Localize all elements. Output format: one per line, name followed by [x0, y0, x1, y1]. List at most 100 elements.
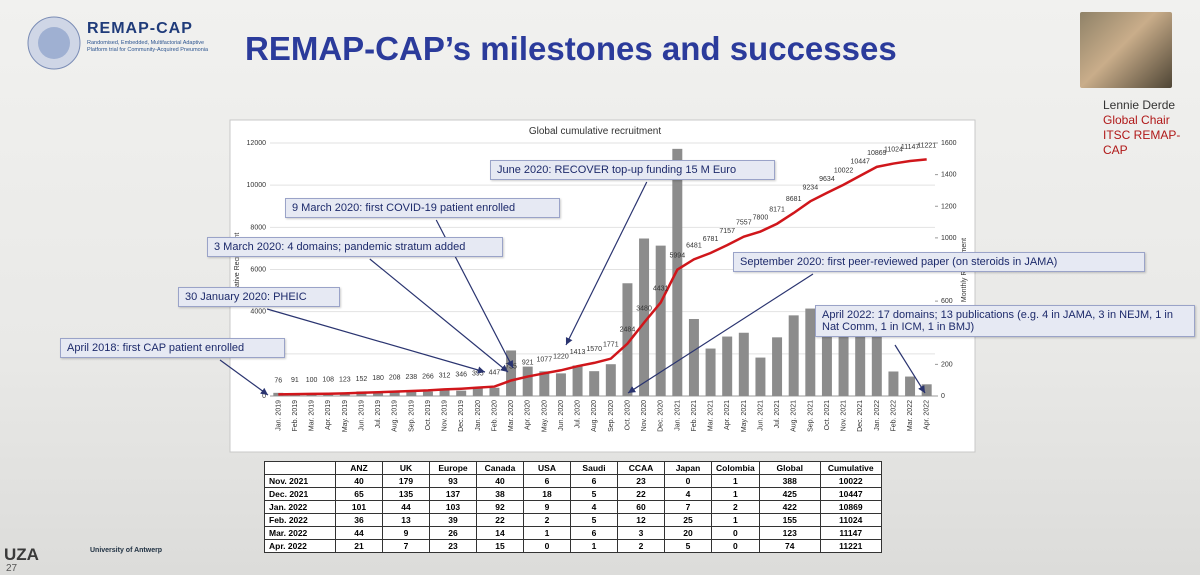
bar [705, 348, 716, 396]
table-cell: 12 [617, 513, 665, 527]
table-cell: 4 [570, 500, 618, 514]
logo: REMAP-CAP Randomised, Embedded, Multifac… [25, 14, 215, 74]
bar [855, 328, 866, 396]
table-cell: 10869 [819, 500, 882, 514]
x-tick-label: Apr. 2019 [325, 400, 332, 430]
table-cell: 23 [429, 539, 477, 553]
y2-tick-label: 0 [941, 393, 945, 400]
bar [738, 332, 749, 396]
data-label: 7800 [753, 215, 769, 222]
x-tick-label: Jan. 2019 [275, 400, 282, 431]
x-tick-label: Nov. 2020 [641, 400, 648, 431]
table-cell: 5 [570, 487, 618, 501]
slide-title: REMAP-CAP’s milestones and successes [245, 30, 897, 67]
table-row: Dec. 2021 65 135 137 38 18 5 22 4 1 425 10447 [264, 487, 882, 501]
table-row: Apr. 2022 21 7 23 15 0 1 2 5 0 74 11221 [264, 539, 882, 553]
data-label: 2484 [620, 327, 636, 334]
x-tick-label: Jan. 2020 [475, 400, 482, 431]
bar [722, 336, 733, 396]
bar [406, 391, 417, 396]
table-cell: 65 [335, 487, 383, 501]
table-cell: 0 [711, 526, 760, 540]
x-tick-label: Jun. 2021 [757, 400, 764, 431]
table-cell: 26 [429, 526, 477, 540]
data-label: 9234 [803, 184, 819, 191]
x-tick-label: Mar. 2020 [508, 400, 515, 431]
table-cell: 103 [429, 500, 477, 514]
x-tick-label: Mar. 2022 [907, 400, 914, 431]
bar [772, 337, 783, 396]
data-label: 1771 [603, 342, 619, 349]
x-tick-label: Nov. 2019 [442, 400, 449, 431]
x-tick-label: Sep. 2019 [408, 400, 415, 432]
table-cell: 0 [664, 474, 712, 488]
table-cell: 9 [523, 500, 571, 514]
table-row: Nov. 2021 40 179 93 40 6 6 23 0 1 388 10022 [264, 474, 882, 488]
bar [522, 366, 533, 396]
y2-tick-label: 1000 [941, 235, 957, 242]
table-cell: 155 [758, 513, 821, 527]
table-cell: 44 [335, 526, 383, 540]
annotation: April 2018: first CAP patient enrolled [60, 338, 285, 358]
annotation: 9 March 2020: first COVID-19 patient enr… [285, 198, 560, 218]
footer-brand: UZA [4, 545, 39, 564]
x-tick-label: Jul. 2019 [375, 400, 382, 429]
data-label: 11147 [901, 144, 920, 151]
data-label: 8681 [786, 196, 802, 203]
bar [539, 371, 550, 396]
row-label: Feb. 2022 [264, 513, 336, 527]
table-cell: 5 [664, 539, 712, 553]
x-tick-label: Mar. 2021 [708, 400, 715, 431]
bar [688, 318, 699, 396]
data-label: 238 [405, 374, 417, 381]
table-cell: 0 [523, 539, 571, 553]
y-tick-label: 10000 [247, 182, 267, 189]
table-cell: 4 [664, 487, 712, 501]
bar [456, 390, 467, 396]
table-cell: 10022 [819, 474, 882, 488]
university: University of Antwerp [90, 547, 163, 554]
annotation-arrow [565, 181, 648, 346]
data-label: 123 [339, 376, 351, 383]
y-tick-label: 8000 [250, 224, 266, 231]
data-label: 108 [322, 377, 334, 384]
table-cell: 36 [335, 513, 383, 527]
table-cell: 137 [429, 487, 477, 501]
column-header: ANZ [335, 461, 383, 475]
table-cell: 10447 [819, 487, 882, 501]
x-tick-label: Aug. 2019 [392, 400, 399, 432]
data-label: 1220 [553, 353, 569, 360]
table-cell: 135 [382, 487, 430, 501]
x-tick-label: Jun. 2019 [358, 400, 365, 431]
table-cell: 74 [758, 539, 821, 553]
column-header: UK [382, 461, 430, 475]
table-cell: 44 [382, 500, 430, 514]
data-label: 10447 [850, 159, 870, 166]
table-cell: 25 [664, 513, 712, 527]
table-cell: 7 [382, 539, 430, 553]
table-cell: 0 [711, 539, 760, 553]
table-cell: 22 [617, 487, 665, 501]
data-label: 395 [472, 371, 484, 378]
data-label: 1570 [586, 346, 602, 353]
x-tick-label: Oct. 2020 [624, 400, 631, 430]
y2-tick-label: 1200 [941, 203, 957, 210]
bar [605, 364, 616, 396]
speaker: Lennie Derde Global Chair ITSC REMAP-CAP [1103, 98, 1200, 158]
bar [921, 384, 932, 396]
table-cell: 3 [617, 526, 665, 540]
table-cell: 179 [382, 474, 430, 488]
bar [805, 308, 816, 396]
x-tick-label: Jan. 2022 [874, 400, 881, 431]
table-cell: 2 [617, 539, 665, 553]
y2-tick-label: 600 [941, 298, 953, 305]
x-tick-label: Sep. 2020 [608, 400, 615, 432]
table-cell: 388 [758, 474, 821, 488]
x-tick-label: Oct. 2021 [824, 400, 831, 430]
annotation: April 2022: 17 domains; 13 publications … [815, 305, 1195, 337]
speaker-name: Lennie Derde [1103, 98, 1176, 112]
row-label: Nov. 2021 [264, 474, 336, 488]
bar [755, 357, 766, 396]
line [278, 158, 927, 396]
column-header: Colombia [711, 461, 760, 475]
